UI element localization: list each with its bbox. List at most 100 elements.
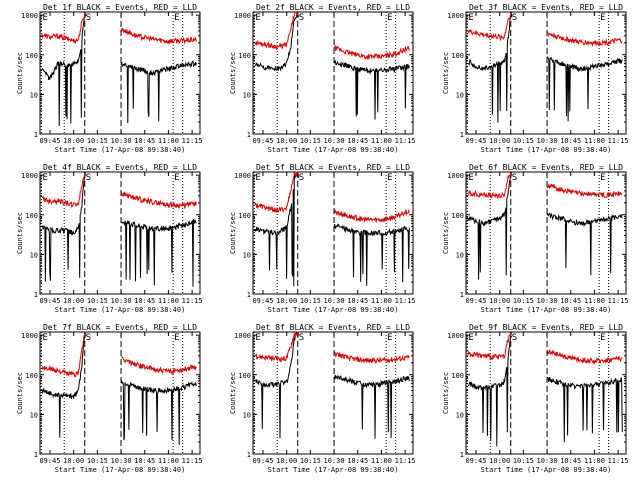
x-axis-label: Start Time (17-Apr-08 09:38:40) [268, 146, 399, 154]
time-marker-letter: E [255, 13, 260, 23]
y-tick-label: 100 [238, 212, 251, 220]
plot-frame [39, 171, 201, 295]
lld-series-line [333, 351, 410, 364]
x-tick-label: 11:15 [182, 457, 203, 465]
events-series-line [120, 219, 197, 287]
x-tick-label: 09:45 [252, 457, 273, 465]
plot-frame [465, 331, 627, 455]
x-tick-label: 11:15 [608, 297, 629, 305]
y-tick-label: 10 [456, 251, 464, 259]
x-tick-label: 10:00 [276, 457, 297, 465]
x-axis-label: Start Time (17-Apr-08 09:38:40) [481, 146, 612, 154]
x-axis-label: Start Time (17-Apr-08 09:38:40) [481, 466, 612, 474]
x-tick-label: 09:45 [252, 297, 273, 305]
y-tick-label: 10 [30, 411, 38, 419]
y-tick-label: 100 [25, 372, 38, 380]
y-axis-label: Counts/sec [16, 212, 24, 254]
events-series-line [254, 332, 300, 439]
panel-title: Det 1f BLACK = Events, RED = LLD [43, 3, 197, 12]
x-tick-label: 11:00 [584, 137, 605, 145]
x-tick-label: 10:30 [324, 297, 345, 305]
y-tick-label: 10 [243, 91, 251, 99]
x-tick-label: 10:15 [87, 457, 108, 465]
panel-title: Det 3f BLACK = Events, RED = LLD [469, 3, 623, 12]
y-tick-label: 1000 [234, 172, 251, 180]
x-tick-label: 11:15 [608, 457, 629, 465]
time-marker-letter: E [600, 333, 605, 343]
time-marker-letter: E [174, 333, 179, 343]
x-tick-label: 11:00 [371, 137, 392, 145]
y-tick-label: 1000 [234, 332, 251, 340]
lld-series-line [546, 31, 623, 47]
time-marker-letter: E [468, 173, 473, 183]
y-tick-label: 1000 [234, 12, 251, 20]
y-tick-label: 1 [247, 451, 251, 459]
time-marker-letter: S [512, 333, 517, 343]
x-tick-label: 10:00 [63, 297, 84, 305]
y-tick-label: 1000 [447, 172, 464, 180]
panel-title: Det 4f BLACK = Events, RED = LLD [43, 163, 197, 172]
x-tick-label: 10:45 [560, 137, 581, 145]
y-tick-label: 100 [451, 372, 464, 380]
panel-det-6: Det 6f BLACK = Events, RED = LLD 1 10 100 10… [442, 163, 629, 314]
x-axis-label: Start Time (17-Apr-08 09:38:40) [268, 466, 399, 474]
panel-det-7: Det 7f BLACK = Events, RED = LLD 1 10 100 10… [16, 323, 203, 474]
panel-det-4: Det 4f BLACK = Events, RED = LLD 1 10 100 10… [16, 163, 203, 314]
x-tick-label: 10:45 [134, 457, 155, 465]
lld-series-line [41, 173, 87, 209]
events-series-line [467, 335, 513, 447]
x-tick-label: 10:15 [513, 297, 534, 305]
plot-frame [39, 11, 201, 135]
lld-series-line [120, 191, 197, 210]
y-tick-label: 10 [456, 411, 464, 419]
x-tick-label: 10:30 [537, 297, 558, 305]
x-tick-label: 09:45 [465, 137, 486, 145]
panel-det-8: Det 8f BLACK = Events, RED = LLD 1 10 100 10… [229, 323, 416, 474]
lld-series-line [41, 333, 86, 378]
time-marker-letter: E [387, 173, 392, 183]
x-tick-label: 11:15 [395, 297, 416, 305]
x-tick-label: 09:45 [465, 297, 486, 305]
x-tick-label: 10:30 [111, 457, 132, 465]
plot-frame [465, 171, 627, 295]
time-marker-letter: S [86, 333, 91, 343]
y-axis-label: Counts/sec [442, 52, 450, 94]
lld-series-line [333, 208, 410, 223]
time-marker-letter: E [468, 13, 473, 23]
panel-title: Det 5f BLACK = Events, RED = LLD [256, 163, 410, 172]
y-tick-label: 100 [238, 52, 251, 60]
x-tick-label: 09:45 [465, 457, 486, 465]
y-axis-label: Counts/sec [229, 52, 237, 94]
events-series-line [120, 59, 197, 124]
x-axis-label: Start Time (17-Apr-08 09:38:40) [268, 306, 399, 314]
y-tick-label: 100 [25, 52, 38, 60]
y-tick-label: 10 [243, 411, 251, 419]
x-tick-label: 10:45 [347, 457, 368, 465]
x-tick-label: 11:00 [584, 297, 605, 305]
lld-series-line [546, 349, 623, 365]
y-axis-label: Counts/sec [229, 212, 237, 254]
y-tick-label: 1000 [447, 332, 464, 340]
events-series-line [333, 374, 410, 439]
events-series-line [41, 332, 87, 438]
x-tick-label: 11:15 [182, 137, 203, 145]
x-tick-label: 11:15 [395, 457, 416, 465]
x-tick-label: 10:30 [111, 137, 132, 145]
x-tick-label: 10:15 [300, 457, 321, 465]
y-tick-label: 1 [34, 451, 38, 459]
x-tick-label: 10:45 [560, 297, 581, 305]
x-tick-label: 10:00 [276, 297, 297, 305]
panel-title: Det 8f BLACK = Events, RED = LLD [256, 323, 410, 332]
x-tick-label: 09:45 [39, 137, 60, 145]
x-tick-label: 10:00 [276, 137, 297, 145]
y-tick-label: 100 [451, 52, 464, 60]
lld-series-line [41, 10, 87, 45]
time-marker-letter: S [86, 13, 91, 23]
time-marker-letter: E [42, 13, 47, 23]
x-tick-label: 10:00 [489, 137, 510, 145]
x-tick-label: 10:15 [513, 137, 534, 145]
time-marker-letter: E [42, 333, 47, 343]
lld-series-line [120, 356, 197, 376]
events-series-line [120, 379, 197, 445]
